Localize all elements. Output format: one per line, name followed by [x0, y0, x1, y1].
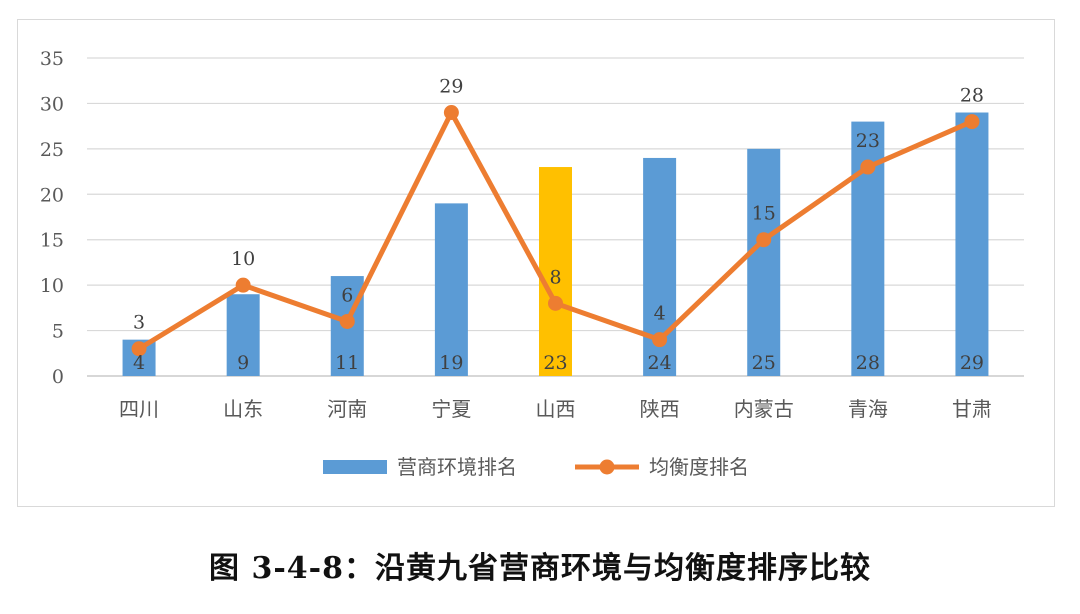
line-value-label: 10 [231, 248, 255, 270]
category-label: 河南 [327, 397, 367, 421]
category-label: 甘肃 [952, 397, 992, 421]
line-marker [235, 277, 251, 293]
line-value-label: 4 [654, 303, 666, 325]
line-marker [652, 332, 668, 348]
legend-line-marker [599, 459, 615, 475]
y-axis-ticks: 0 5 10 15 20 25 30 35 [40, 48, 64, 388]
line-marker [964, 114, 980, 130]
y-tick-label: 35 [40, 48, 64, 70]
category-label: 宁夏 [431, 397, 471, 421]
legend-line-label: 均衡度排名 [649, 455, 749, 479]
bar-value-label: 19 [439, 352, 463, 374]
bar [539, 167, 572, 376]
category-label: 青海 [848, 397, 888, 421]
chart-frame: 0 5 10 15 20 25 30 35 4 9 11 19 23 24 25 28 29 3 10 6 29 8 4 1… [17, 19, 1055, 507]
figure-caption: 图 3-4-8：沿黄九省营商环境与均衡度排序比较 [209, 551, 871, 586]
line-value-label: 8 [549, 266, 561, 288]
line-value-label: 6 [341, 284, 353, 306]
line-marker [548, 295, 563, 311]
line-value-label: 3 [133, 312, 145, 334]
category-label: 山西 [536, 397, 576, 421]
y-tick-label: 10 [40, 275, 64, 297]
bar [434, 203, 468, 376]
bar [226, 294, 260, 376]
legend-bar-swatch [323, 460, 387, 474]
y-tick-label: 30 [40, 93, 64, 115]
y-tick-label: 25 [40, 139, 64, 161]
category-label: 四川 [119, 397, 159, 421]
category-label: 山东 [223, 397, 263, 421]
y-tick-label: 5 [52, 321, 64, 343]
line-value-label: 15 [752, 203, 776, 225]
bar-value-label: 25 [752, 352, 776, 374]
line-marker [131, 341, 147, 357]
line-marker [339, 313, 355, 329]
legend-bar-label: 营商环境排名 [397, 455, 517, 479]
line-marker [860, 159, 876, 175]
bar-value-label: 29 [960, 352, 984, 374]
category-label: 内蒙古 [734, 397, 794, 421]
line-value-label: 23 [856, 130, 880, 152]
bar-value-label: 11 [335, 352, 359, 374]
line-marker [443, 105, 459, 121]
bar [747, 148, 781, 376]
combo-chart: 0 5 10 15 20 25 30 35 4 9 11 19 23 24 25 28 29 3 10 6 29 8 4 1… [40, 48, 1024, 479]
category-label: 陕西 [640, 397, 680, 421]
bar-value-label: 24 [648, 352, 672, 374]
line-value-label: 28 [960, 85, 984, 107]
line-series [131, 105, 980, 357]
bar-value-label: 28 [856, 352, 880, 374]
y-tick-label: 0 [52, 366, 64, 388]
line-marker [756, 232, 772, 248]
bar-value-label: 9 [237, 352, 249, 374]
line-value-label: 29 [439, 76, 463, 98]
bar-value-label: 4 [133, 352, 145, 374]
bar [955, 112, 989, 376]
legend: 营商环境排名 均衡度排名 [323, 455, 749, 479]
x-axis-categories: 四川 山东 河南 宁夏 山西 陕西 内蒙古 青海 甘肃 [119, 397, 992, 421]
data-labels: 4 9 11 19 23 24 25 28 29 3 10 6 29 8 4 15 23 28 [133, 76, 984, 374]
bar-series [122, 112, 989, 376]
y-tick-label: 15 [40, 230, 64, 252]
y-tick-label: 20 [40, 184, 64, 206]
bar-value-label: 23 [543, 352, 567, 374]
